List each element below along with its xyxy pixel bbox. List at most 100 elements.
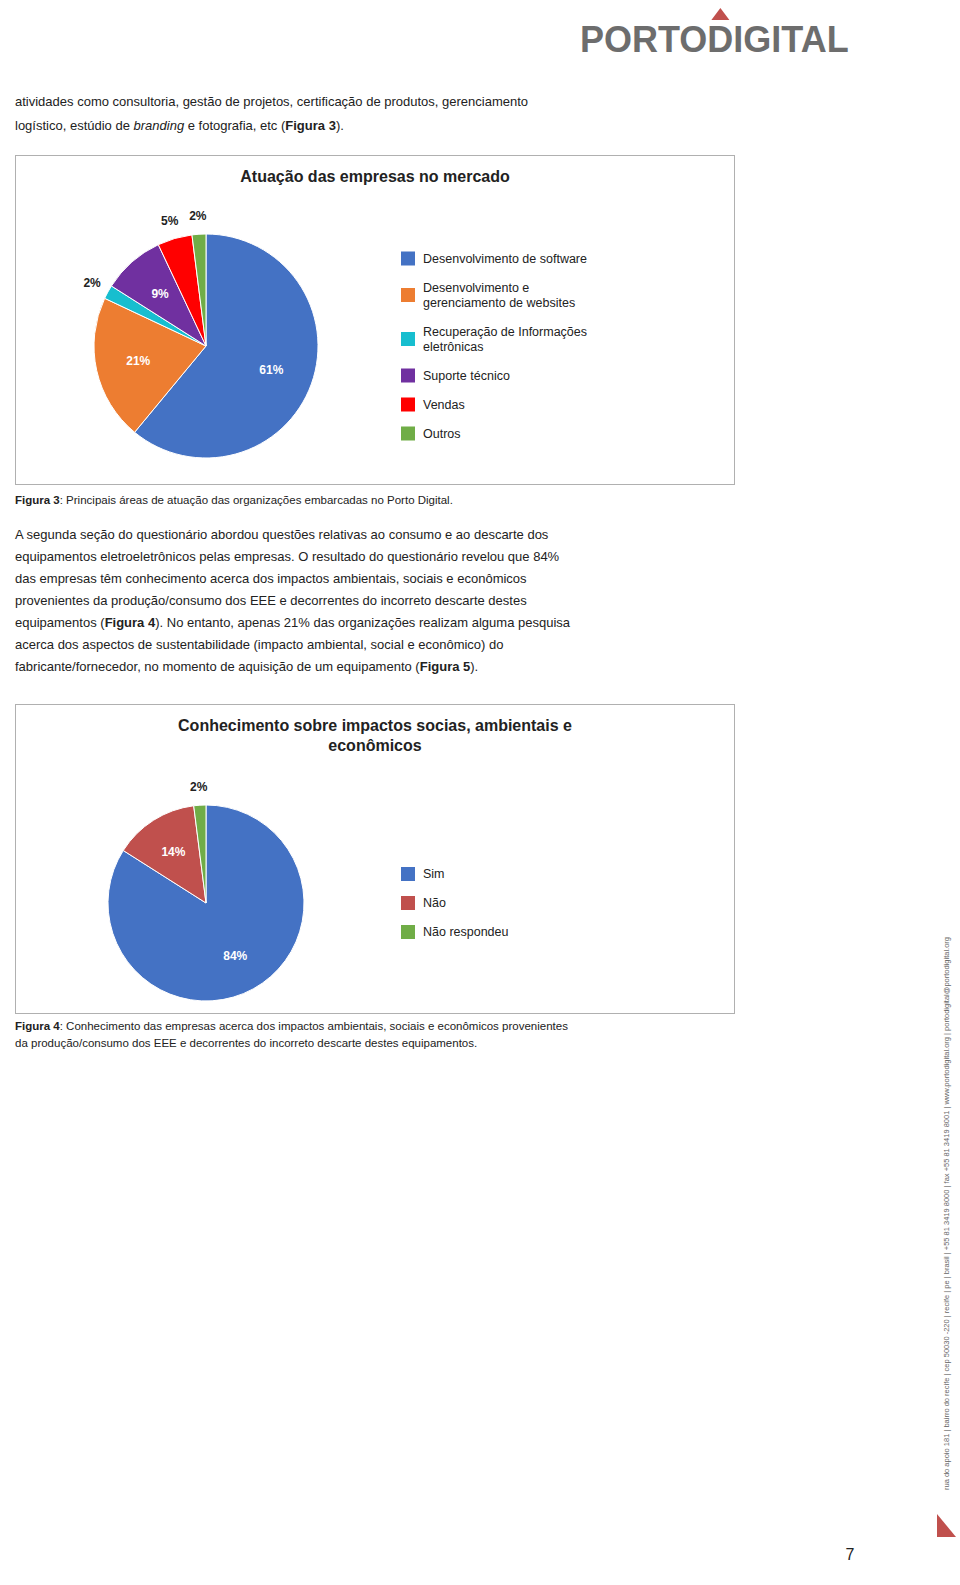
text-run: ). <box>470 659 478 674</box>
data-label: 61% <box>259 363 283 377</box>
legend-swatch <box>401 252 415 266</box>
legend-label: Desenvolvimento egerenciamento de websit… <box>423 281 575 310</box>
text-run: Figura 5 <box>420 659 471 674</box>
legend-swatch <box>401 369 415 383</box>
chart-box: Atuação das empresas no mercado 61% 21% 2% 9… <box>15 155 735 485</box>
intro-line: logístico, estúdio de branding e fotogra… <box>15 114 915 138</box>
caption-line: da produção/consumo dos EEE e decorrente… <box>15 1035 915 1052</box>
text-run: Figura 4 <box>105 615 156 630</box>
intro: atividades como consultoria, gestão de p… <box>15 90 915 138</box>
pie-slice <box>194 805 206 903</box>
text-run: das empresas têm conhecimento acerca dos… <box>15 571 527 586</box>
pie-slice <box>192 234 206 346</box>
text-run: ). No entanto, apenas 21% das organizaçõ… <box>155 615 570 630</box>
legend-swatch <box>401 398 415 412</box>
legend-label-line: Recuperação de Informações <box>423 325 587 339</box>
sidebar-arrow <box>937 1514 956 1537</box>
text-run: e fotografia, etc ( <box>184 118 285 133</box>
caption-line: Figura 4: Conhecimento das empresas acer… <box>15 1018 915 1035</box>
page-number: 7 <box>846 1546 855 1563</box>
chart-title: Conhecimento sobre impactos socias, ambi… <box>178 717 572 754</box>
legend-label-line: Suporte técnico <box>423 369 510 383</box>
data-label: 2% <box>190 780 208 794</box>
slices <box>94 234 318 458</box>
legend-swatch <box>401 867 415 881</box>
text-run: branding <box>134 118 185 133</box>
legend-label: Não <box>423 896 446 910</box>
legend-label-line: eletrônicas <box>423 340 483 354</box>
legend: Desenvolvimento de software Desenvolvimen… <box>401 252 587 441</box>
text-run: ). <box>336 118 344 133</box>
text-run: Figura 3 <box>285 118 336 133</box>
pie-slice <box>123 806 206 903</box>
title-line: Atuação das empresas no mercado <box>240 168 510 185</box>
data-labels: 84% 14% 2% <box>161 780 247 963</box>
chart-title: Atuação das empresas no mercado <box>240 168 510 185</box>
text-run: fabricante/fornecedor, no momento de aqu… <box>15 659 420 674</box>
legend-label: Outros <box>423 427 461 441</box>
sidebar-text: rua do apoio 181 | bairro do recife | ce… <box>942 937 951 1490</box>
body-text-line: provenientes da produção/consumo dos EEE… <box>15 590 915 612</box>
logo-triangle <box>711 8 729 20</box>
text-run: atividades como consultoria, gestão de p… <box>15 94 528 109</box>
body-text-line: fabricante/fornecedor, no momento de aqu… <box>15 656 915 678</box>
legend-label: Desenvolvimento de software <box>423 252 587 266</box>
legend-swatch <box>401 427 415 441</box>
caption-line: Figura 3: Principais áreas de atuação da… <box>15 492 915 508</box>
text-run: da produção/consumo dos EEE e decorrente… <box>15 1037 477 1049</box>
data-label: 2% <box>83 276 101 290</box>
legend-swatch <box>401 925 415 939</box>
legend-label: Sim <box>423 867 445 881</box>
legend-label: Não respondeu <box>423 925 509 939</box>
text-run: acerca dos aspectos de sustentabilidade … <box>15 637 504 652</box>
data-label: 9% <box>151 287 169 301</box>
caption: Figura 4: Conhecimento das empresas acer… <box>15 1018 915 1052</box>
data-label: 21% <box>126 354 150 368</box>
title-line: Conhecimento sobre impactos socias, ambi… <box>178 717 572 734</box>
legend-label-line: Outros <box>423 427 461 441</box>
text-run: provenientes da produção/consumo dos EEE… <box>15 593 527 608</box>
text-run: Figura 4 <box>15 1020 60 1032</box>
data-labels: 61% 21% 2% 9% 5% 2% <box>83 209 283 376</box>
body-text-line: A segunda seção do questionário abordou … <box>15 524 915 546</box>
logo: PORTODIGITAL <box>580 19 849 60</box>
body-text-line: acerca dos aspectos de sustentabilidade … <box>15 634 915 656</box>
chart-svg: Atuação das empresas no mercado 61% 21% 2% 9… <box>16 156 734 484</box>
legend-swatch <box>401 896 415 910</box>
body-text-line: das empresas têm conhecimento acerca dos… <box>15 568 915 590</box>
data-label: 14% <box>161 845 185 859</box>
intro-line: atividades como consultoria, gestão de p… <box>15 90 915 114</box>
text-run: : Principais áreas de atuação das organi… <box>60 494 453 506</box>
chart-svg: Conhecimento sobre impactos socias, ambi… <box>16 705 734 1013</box>
legend-label-line: Não respondeu <box>423 925 509 939</box>
legend-label-line: Vendas <box>423 398 465 412</box>
text-run: Figura 3 <box>15 494 60 506</box>
legend-label-line: Desenvolvimento de software <box>423 252 587 266</box>
legend-label-line: Desenvolvimento e <box>423 281 529 295</box>
legend-label-line: gerenciamento de websites <box>423 296 575 310</box>
body-text-line: equipamentos eletroeletrônicos pelas emp… <box>15 546 915 568</box>
chart-box: Conhecimento sobre impactos socias, ambi… <box>15 704 735 1014</box>
legend-label: Vendas <box>423 398 465 412</box>
text-run: logístico, estúdio de <box>15 118 134 133</box>
legend-label: Suporte técnico <box>423 369 510 383</box>
legend-swatch <box>401 288 415 302</box>
pie-slice <box>108 805 304 1001</box>
text-run: A segunda seção do questionário abordou … <box>15 527 548 542</box>
legend-label-line: Não <box>423 896 446 910</box>
legend-label: Recuperação de Informaçõeseletrônicas <box>423 325 587 354</box>
data-label: 2% <box>189 209 207 223</box>
text-run: : Conhecimento das empresas acerca dos i… <box>60 1020 568 1032</box>
text-run: equipamentos ( <box>15 615 105 630</box>
data-label: 84% <box>223 949 247 963</box>
text-run: equipamentos eletroeletrônicos pelas emp… <box>15 549 559 564</box>
title-line: econômicos <box>328 737 421 754</box>
slices <box>108 805 304 1001</box>
legend: Sim Não Não respondeu <box>401 867 509 939</box>
legend-swatch <box>401 332 415 346</box>
legend-label-line: Sim <box>423 867 445 881</box>
body-text-line: equipamentos (Figura 4). No entanto, ape… <box>15 612 915 634</box>
caption: Figura 3: Principais áreas de atuação da… <box>15 492 915 508</box>
data-label: 5% <box>161 214 179 228</box>
body-text: A segunda seção do questionário abordou … <box>15 524 915 678</box>
